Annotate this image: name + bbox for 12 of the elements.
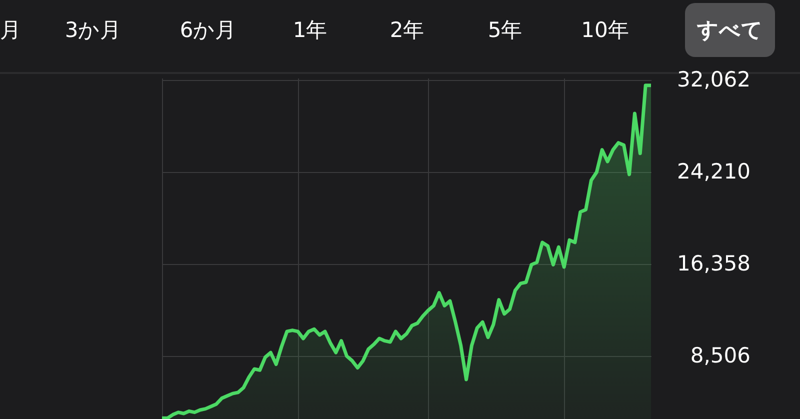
text: 2年	[390, 17, 424, 44]
text: すべて	[685, 3, 775, 57]
y-tick-label: 32,062	[677, 67, 750, 92]
y-tick-label: 24,210	[677, 159, 750, 184]
text: 1年	[292, 17, 328, 44]
y-tick-label: 8,506	[690, 344, 750, 368]
text: 10年	[581, 17, 629, 44]
text: 5年	[488, 17, 522, 44]
y-tick-label: 16,358	[677, 251, 750, 276]
text: 月	[0, 17, 21, 44]
text: 3か月	[64, 17, 122, 44]
text: 6か月	[180, 17, 236, 44]
